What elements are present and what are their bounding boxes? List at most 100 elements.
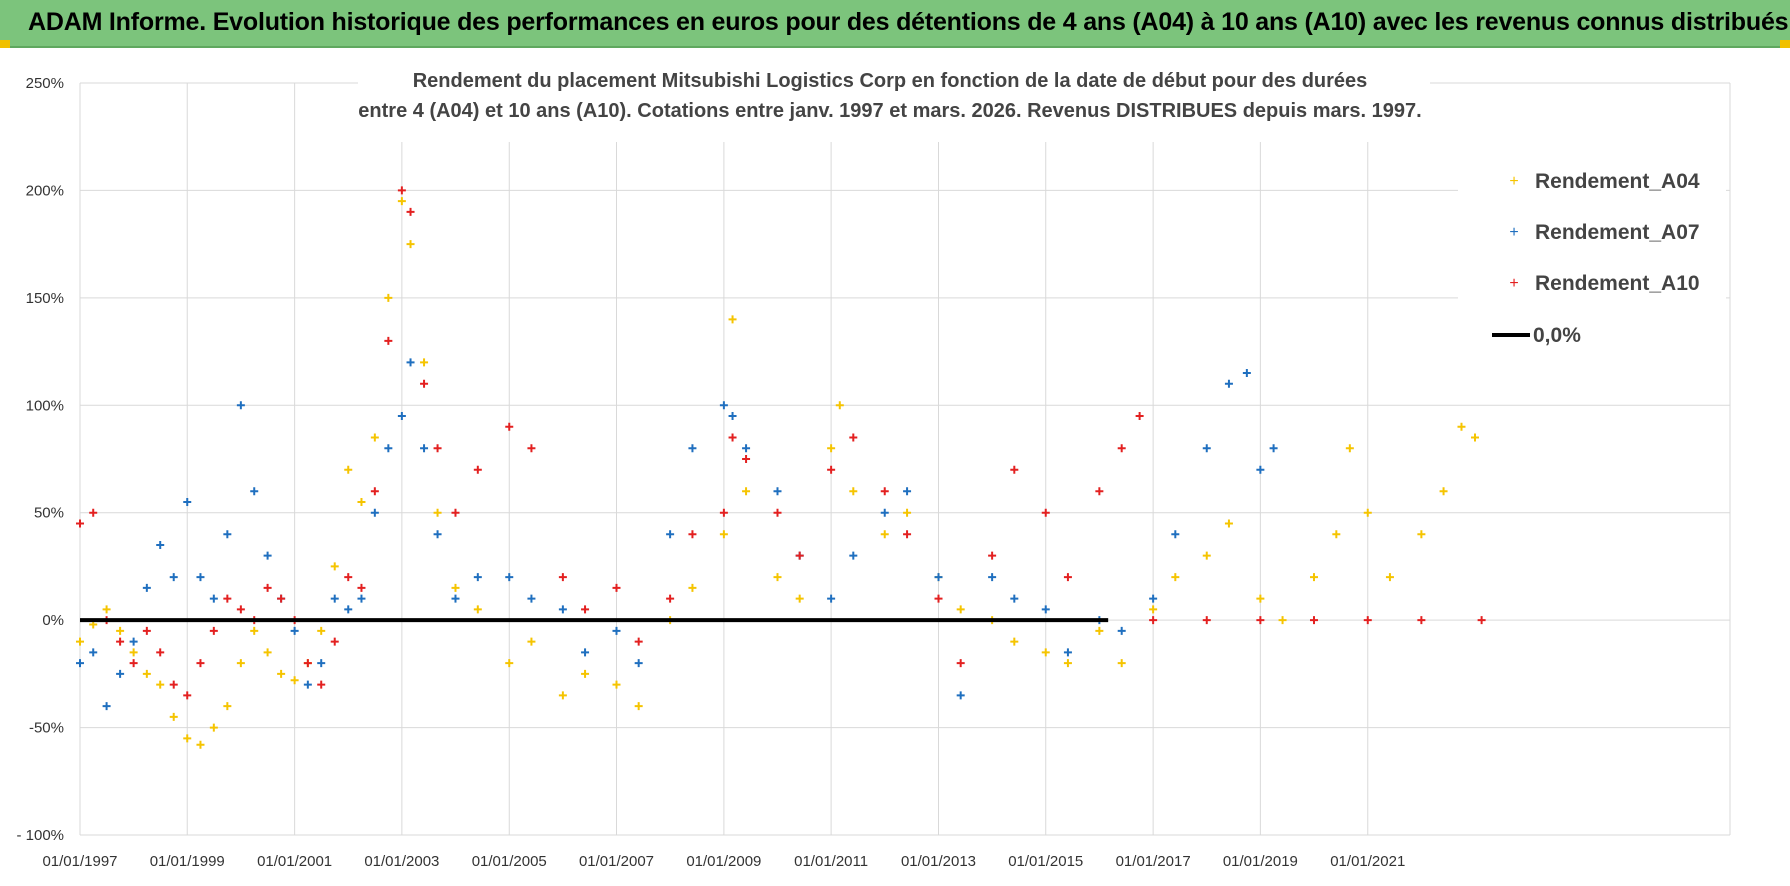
data-point-a04 (1278, 616, 1287, 625)
y-tick-label: 200% (26, 182, 64, 199)
data-point-a07 (666, 530, 675, 539)
data-point-a04 (1095, 626, 1104, 635)
y-tick-label: 100% (26, 397, 64, 414)
data-point-a04 (209, 723, 218, 732)
data-point-a10 (420, 379, 429, 388)
data-point-a07 (196, 573, 205, 582)
data-point-a07 (1202, 444, 1211, 453)
data-point-a04 (116, 626, 125, 635)
page-title: ADAM Informe. Evolution historique des p… (28, 8, 1789, 36)
data-point-a10 (156, 648, 165, 657)
data-point-a04 (634, 702, 643, 711)
x-tick-label: 01/01/2021 (1330, 853, 1405, 870)
data-point-a07 (129, 637, 138, 646)
data-point-a04 (849, 487, 858, 496)
data-point-a04 (129, 648, 138, 657)
data-point-a10 (1256, 616, 1265, 625)
data-point-a10 (666, 594, 675, 603)
header-banner: ADAM Informe. Evolution historique des p… (0, 0, 1790, 48)
data-point-a04 (728, 315, 737, 324)
data-point-a07 (505, 573, 514, 582)
data-point-a07 (344, 605, 353, 614)
data-point-a10 (116, 637, 125, 646)
data-point-a07 (1224, 379, 1233, 388)
data-point-a10 (317, 680, 326, 689)
data-point-a04 (1385, 573, 1394, 582)
data-point-a04 (1202, 551, 1211, 560)
data-point-a10 (827, 465, 836, 474)
data-point-a04 (451, 583, 460, 592)
data-point-a10 (728, 433, 737, 442)
data-point-a10 (505, 422, 514, 431)
data-point-a04 (1439, 487, 1448, 496)
data-point-a04 (1117, 659, 1126, 668)
data-point-a07 (1010, 594, 1019, 603)
data-point-a10 (773, 508, 782, 517)
data-point-a04 (688, 583, 697, 592)
data-point-a04 (742, 487, 751, 496)
x-tick-label: 01/01/1999 (150, 853, 225, 870)
data-point-a04 (1149, 605, 1158, 614)
data-point-a10 (1063, 573, 1072, 582)
chart-title-line-1: Rendement du placement Mitsubishi Logist… (413, 70, 1368, 92)
y-tick-label: 50% (34, 505, 64, 522)
data-point-a10 (988, 551, 997, 560)
y-tick-label: 150% (26, 290, 64, 307)
data-point-a10 (89, 508, 98, 517)
data-point-a04 (719, 530, 728, 539)
x-axis-ticks: 01/01/1997 01/01/1999 01/01/2001 01/01/2003… (42, 853, 1405, 870)
data-point-a04 (903, 508, 912, 517)
data-point-a07 (236, 401, 245, 410)
data-point-a10 (196, 659, 205, 668)
x-tick-label: 01/01/2001 (257, 853, 332, 870)
chart-title-background (358, 58, 1430, 142)
x-tick-label: 01/01/2005 (472, 853, 547, 870)
data-point-a07 (473, 573, 482, 582)
data-point-a07 (956, 691, 965, 700)
data-point-a07 (290, 626, 299, 635)
data-point-a10 (527, 444, 536, 453)
data-point-a04 (406, 240, 415, 249)
data-point-a07 (209, 594, 218, 603)
data-point-a10 (612, 583, 621, 592)
data-point-a07 (1171, 530, 1180, 539)
data-point-a04 (1171, 573, 1180, 582)
data-point-a10 (451, 508, 460, 517)
data-point-a04 (1309, 573, 1318, 582)
data-point-a07 (156, 540, 165, 549)
data-point-a07 (317, 659, 326, 668)
data-point-a04 (880, 530, 889, 539)
data-point-a07 (102, 702, 111, 711)
data-point-a04 (1041, 648, 1050, 657)
y-tick-label: 250% (26, 75, 64, 92)
legend-marker-a07: + (1509, 224, 1518, 241)
data-point-a10 (634, 637, 643, 646)
data-point-a04 (397, 197, 406, 206)
legend-background (1458, 138, 1726, 348)
y-tick-label: - 100% (16, 827, 64, 844)
data-point-a04 (835, 401, 844, 410)
data-point-a10 (581, 605, 590, 614)
data-point-a10 (397, 186, 406, 195)
data-point-a07 (1242, 369, 1251, 378)
data-point-a04 (357, 497, 366, 506)
data-point-a07 (988, 573, 997, 582)
legend-item-a07: + Rendement_A07 (1509, 221, 1699, 244)
data-point-a04 (370, 433, 379, 442)
data-point-a04 (1345, 444, 1354, 453)
x-tick-label: 01/01/2015 (1008, 853, 1083, 870)
data-point-a10 (169, 680, 178, 689)
data-point-a07 (1256, 465, 1265, 474)
data-point-a04 (1256, 594, 1265, 603)
data-point-a10 (277, 594, 286, 603)
data-point-a07 (330, 594, 339, 603)
data-point-a10 (1010, 465, 1019, 474)
data-point-a10 (406, 207, 415, 216)
data-point-a04 (277, 669, 286, 678)
data-point-a07 (142, 583, 151, 592)
data-point-a04 (505, 659, 514, 668)
data-point-a10 (183, 691, 192, 700)
data-point-a04 (344, 465, 353, 474)
data-point-a07 (849, 551, 858, 560)
